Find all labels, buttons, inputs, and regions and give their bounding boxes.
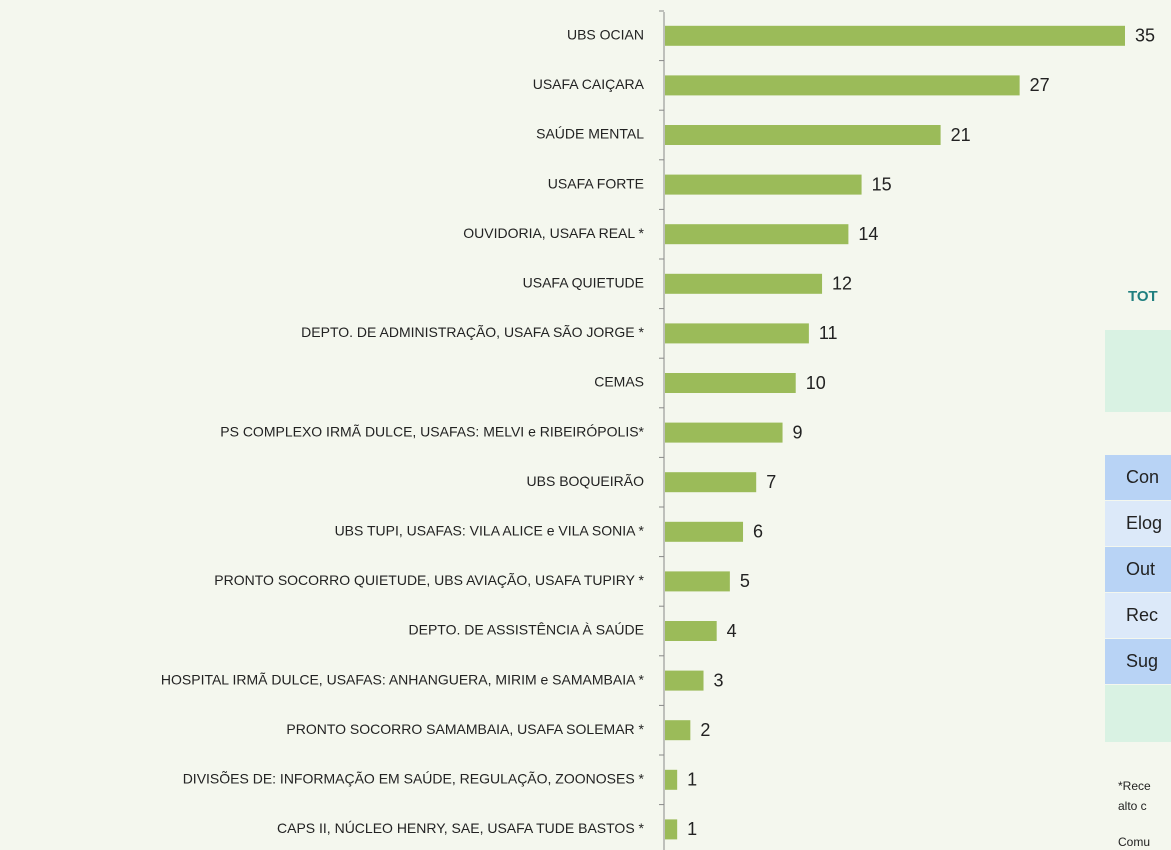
table-cell: Out [1126, 559, 1155, 579]
data-label: 1 [687, 770, 697, 790]
table-header [1105, 330, 1171, 412]
bar [665, 323, 809, 344]
category-label: UBS OCIAN [567, 27, 644, 43]
data-label: 11 [819, 323, 838, 343]
category-label: HOSPITAL IRMÃ DULCE, USAFAS: ANHANGUERA,… [161, 671, 645, 687]
bar [665, 25, 1125, 46]
data-label: 12 [832, 274, 852, 294]
table-cell: Rec [1126, 605, 1158, 625]
category-label: PRONTO SOCORRO SAMAMBAIA, USAFA SOLEMAR … [286, 721, 644, 737]
data-label: 5 [740, 571, 750, 591]
category-label: UBS TUPI, USAFAS: VILA ALICE e VILA SONI… [335, 523, 645, 539]
bar [665, 174, 862, 195]
table-row [1105, 455, 1171, 500]
data-label: 6 [753, 522, 763, 542]
category-label: PS COMPLEXO IRMÃ DULCE, USAFAS: MELVI e … [220, 423, 644, 439]
table: Con Elog Out Rec Sug [1105, 455, 1171, 684]
bar [665, 472, 757, 493]
data-label: 27 [1030, 75, 1050, 95]
category-label: USAFA FORTE [548, 175, 644, 191]
data-label: 7 [766, 472, 776, 492]
category-label: DEPTO. DE ASSISTÊNCIA À SAÚDE [409, 622, 644, 638]
category-label: USAFA QUIETUDE [523, 275, 644, 291]
bar [665, 819, 678, 840]
category-label: UBS BOQUEIRÃO [527, 473, 645, 489]
data-label: 21 [951, 125, 971, 145]
data-label: 2 [700, 720, 710, 740]
bar [665, 720, 691, 741]
note: Comu [1118, 835, 1150, 849]
table-row [1105, 547, 1171, 592]
table-row [1105, 639, 1171, 684]
bar [665, 75, 1020, 96]
category-label: CEMAS [594, 374, 644, 390]
category-label: PRONTO SOCORRO QUIETUDE, UBS AVIAÇÃO, US… [214, 572, 644, 588]
data-label: 14 [858, 224, 878, 244]
bar [665, 224, 849, 245]
note: alto c [1118, 799, 1147, 813]
category-label: OUVIDORIA, USAFA REAL * [463, 225, 644, 241]
category-label: USAFA CAIÇARA [533, 76, 645, 92]
bar [665, 125, 941, 145]
bar [665, 621, 717, 641]
table-cell: Elog [1126, 513, 1162, 533]
data-label: 10 [806, 373, 826, 393]
bar [665, 373, 796, 393]
category-label: DEPTO. DE ADMINISTRAÇÃO, USAFA SÃO JORGE… [301, 324, 644, 340]
data-label: 1 [687, 819, 697, 839]
category-label: CAPS II, NÚCLEO HENRY, SAE, USAFA TUDE B… [277, 820, 645, 836]
bar [665, 670, 704, 691]
data-label: 3 [714, 670, 724, 690]
table-footer [1105, 685, 1171, 742]
category-label: DIVISÕES DE: INFORMAÇÃO EM SAÚDE, REGULA… [183, 771, 645, 787]
table-row [1105, 593, 1171, 638]
table-row [1105, 501, 1171, 546]
data-label: 9 [793, 422, 803, 442]
bar [665, 521, 744, 542]
data-label: 35 [1135, 26, 1155, 46]
note: *Rece [1118, 779, 1151, 793]
table-title: TOT [1128, 288, 1158, 305]
bar [665, 769, 678, 790]
data-label: 4 [727, 621, 737, 641]
table-cell: Sug [1126, 651, 1158, 671]
table-cell: Con [1126, 467, 1159, 487]
category-label: SAÚDE MENTAL [536, 126, 644, 142]
bar [665, 273, 823, 294]
bar [665, 571, 730, 592]
bar [665, 422, 783, 443]
data-label: 15 [872, 174, 892, 194]
